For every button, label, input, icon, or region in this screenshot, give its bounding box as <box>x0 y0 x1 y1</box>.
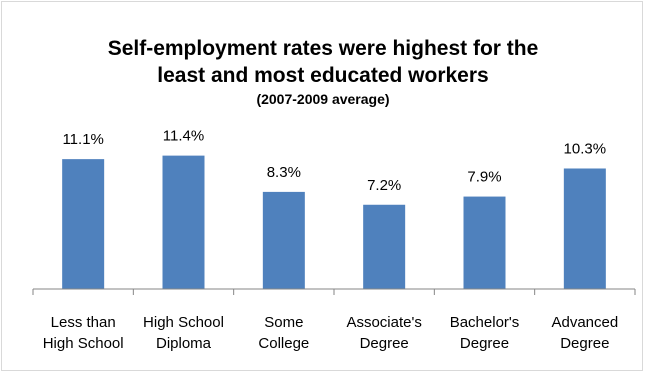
data-labels-group: 11.1% 11.4% 8.3% 7.2% 7.9% 10.3% <box>62 128 606 194</box>
x-tick-label-3-line-0: Associate's <box>346 314 421 331</box>
bar-4 <box>463 196 506 289</box>
bar-3 <box>363 204 406 289</box>
x-tick-label-5-line-1: Degree <box>560 335 609 352</box>
bar-0 <box>62 159 105 289</box>
x-tick-label-2-line-0: Some <box>264 314 303 331</box>
bar-2 <box>262 191 305 289</box>
chart-title-line-2: least and most educated workers <box>157 64 488 87</box>
x-tick-label-0-line-1: High School <box>43 335 124 352</box>
data-label-3: 7.2% <box>367 177 401 194</box>
x-tick-label-2-line-1: College <box>258 335 309 352</box>
bars-group <box>62 155 606 289</box>
chart-subtitle: (2007-2009 average) <box>256 91 389 107</box>
x-axis: Less than High School High School Diploma So… <box>32 288 636 352</box>
x-tick-label-5-line-0: Advanced <box>551 314 618 331</box>
x-tick-label-1-line-0: High School <box>143 314 224 331</box>
data-label-0: 11.1% <box>62 131 103 148</box>
x-tick-label-3-line-1: Degree <box>360 335 409 352</box>
x-tick-label-0-line-0: Less than <box>51 314 116 331</box>
data-label-2: 8.3% <box>267 164 301 181</box>
data-label-1: 11.4% <box>163 128 204 145</box>
x-tick-label-4-line-0: Bachelor's <box>450 314 520 331</box>
chart-title-line-1: Self-employment rates were highest for t… <box>108 37 539 60</box>
bar-1 <box>162 155 205 289</box>
x-tick-label-4-line-1: Degree <box>460 335 509 352</box>
x-tick-label-1-line-1: Diploma <box>156 335 212 352</box>
data-label-5: 10.3% <box>564 140 607 157</box>
bar-5 <box>563 168 606 289</box>
data-label-4: 7.9% <box>467 169 501 186</box>
